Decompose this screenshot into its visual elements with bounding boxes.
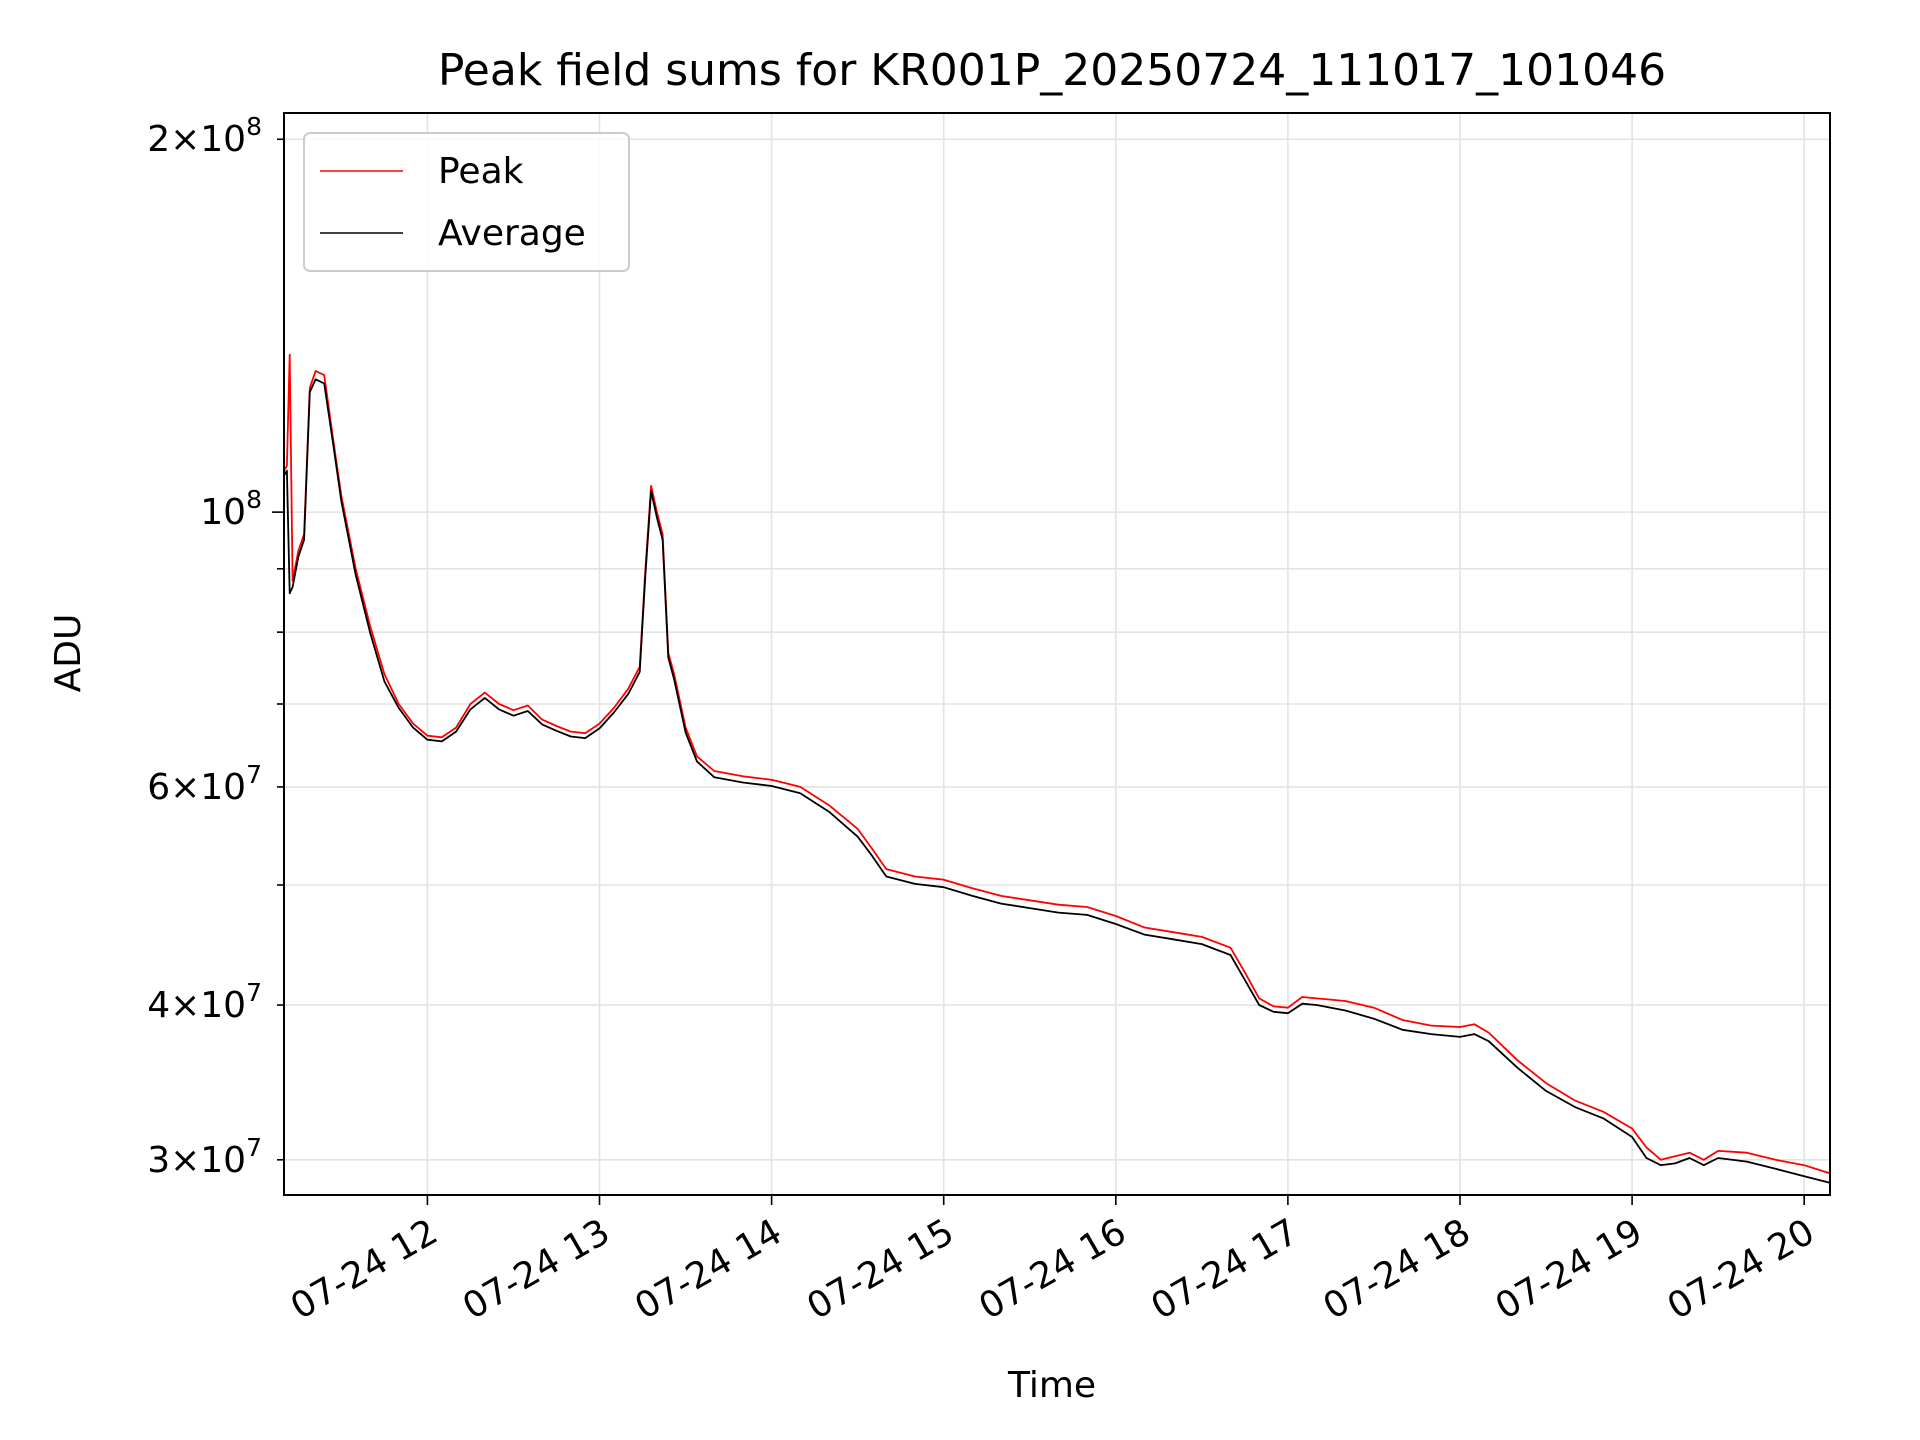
legend-label-average: Average [438,213,586,254]
y-tick-label-exponent: 7 [246,1133,262,1162]
y-tick-label-mantissa: 6 [147,767,170,808]
y-tick-label-base: ×10 [170,767,246,808]
series-line-peak [284,353,1830,1175]
y-tick-label: 4×107 [147,978,262,1026]
series-line-average [284,378,1830,1184]
y-tick-label: 6×107 [147,760,262,808]
y-tick-label-exponent: 7 [246,760,262,789]
axes [283,112,1831,1196]
y-tick-label-mantissa: 2 [147,119,170,160]
grid-lines [284,113,1830,1195]
y-tick-label-base: 10 [200,492,246,533]
chart-title: Peak field sums for KR001P_20250724_1110… [438,45,1666,96]
y-tick-label-mantissa: 3 [147,1140,170,1181]
plot-area [284,353,1830,1184]
y-tick-label-exponent: 8 [246,112,262,141]
y-tick-label-exponent: 8 [246,485,262,514]
y-tick-label-base: ×10 [170,1140,246,1181]
y-tick-label-exponent: 7 [246,978,262,1007]
legend-label-peak: Peak [438,151,524,192]
legend: Peak Average [303,132,630,272]
y-tick-label-base: ×10 [170,985,246,1026]
plot-frame [283,112,1831,1196]
y-tick-label-base: ×10 [170,119,246,160]
legend-box [303,132,630,272]
y-tick-label-mantissa: 4 [147,985,170,1026]
y-tick-label: 2×108 [147,112,262,160]
x-axis-label: Time [1007,1365,1096,1406]
y-tick-label: 108 [200,485,262,533]
y-axis-label: ADU [48,614,89,693]
y-tick-label: 3×107 [147,1133,262,1181]
